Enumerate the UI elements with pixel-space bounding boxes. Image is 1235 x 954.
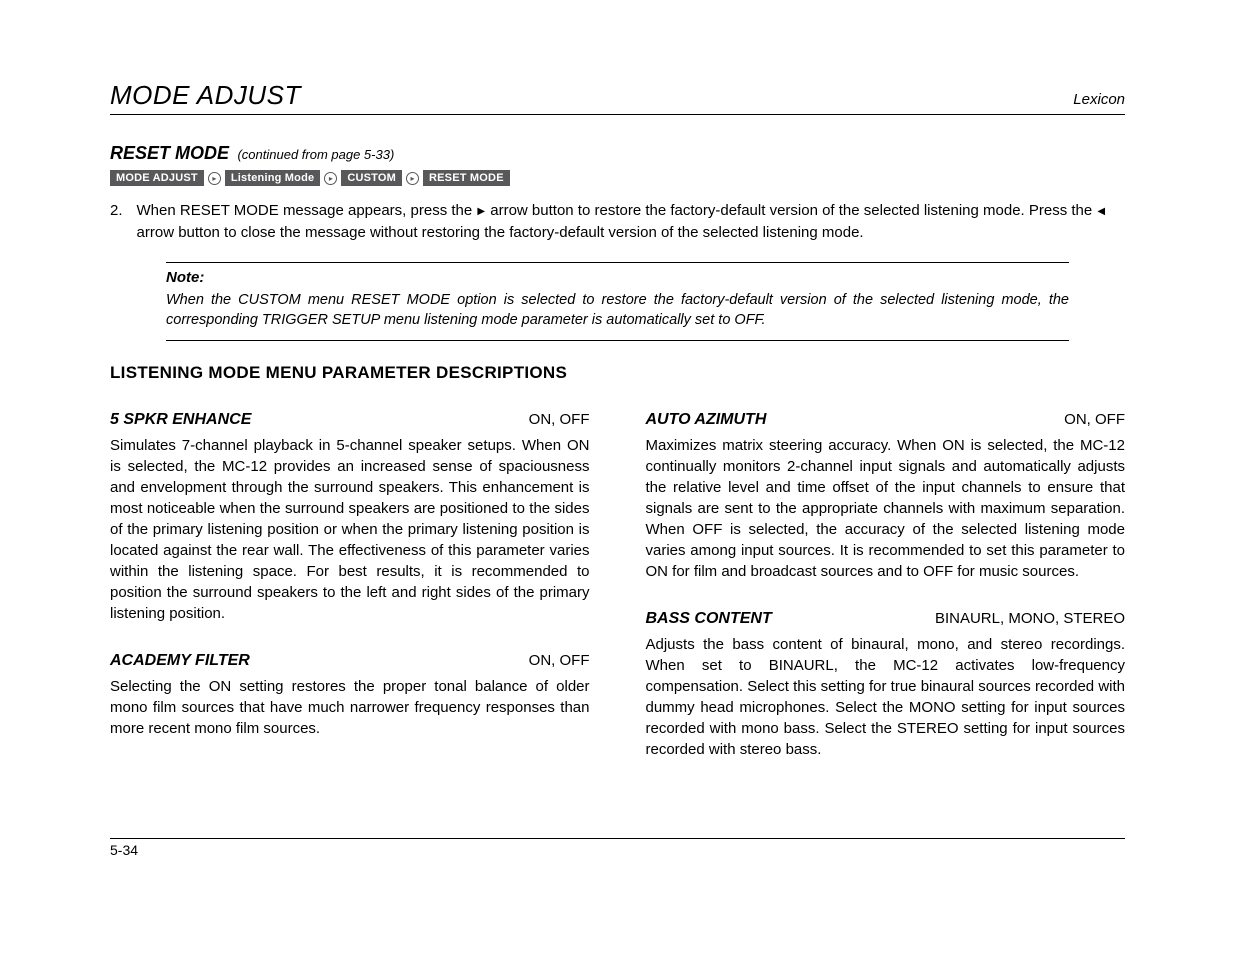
page-title: MODE ADJUST <box>110 80 301 111</box>
step-text-c: arrow button to close the message withou… <box>137 224 864 241</box>
continued-label: (continued from page 5-33) <box>237 147 394 162</box>
page-number: 5-34 <box>110 842 138 858</box>
param-header: 5 SPKR ENHANCE ON, OFF <box>110 411 590 429</box>
param-body: Maximizes matrix steering accuracy. When… <box>646 435 1126 582</box>
param-body: Simulates 7-channel playback in 5-channe… <box>110 435 590 624</box>
param-values: ON, OFF <box>529 411 590 428</box>
numbered-step: 2. When RESET MODE message appears, pres… <box>110 200 1125 244</box>
breadcrumb-item: Listening Mode <box>225 170 320 186</box>
right-column: AUTO AZIMUTH ON, OFF Maximizes matrix st… <box>646 411 1126 788</box>
left-column: 5 SPKR ENHANCE ON, OFF Simulates 7-chann… <box>110 411 590 788</box>
section-heading: LISTENING MODE MENU PARAMETER DESCRIPTIO… <box>110 363 1125 383</box>
param-values: ON, OFF <box>529 652 590 669</box>
step-text-a: When RESET MODE message appears, press t… <box>137 202 477 219</box>
page-footer: 5-34 <box>110 838 1125 858</box>
two-column-layout: 5 SPKR ENHANCE ON, OFF Simulates 7-chann… <box>110 411 1125 788</box>
param-values: BINAURL, MONO, STEREO <box>935 610 1125 627</box>
note-body: When the CUSTOM menu RESET MODE option i… <box>166 290 1069 331</box>
step-number: 2. <box>110 200 123 244</box>
step-text-b: arrow button to restore the factory-defa… <box>486 202 1096 219</box>
param-header: ACADEMY FILTER ON, OFF <box>110 652 590 670</box>
page-header: MODE ADJUST Lexicon <box>110 80 1125 115</box>
note-block: Note: When the CUSTOM menu RESET MODE op… <box>166 262 1069 342</box>
chevron-right-icon: ▸ <box>406 172 419 185</box>
left-arrow-icon: ◀ <box>1096 206 1106 217</box>
breadcrumb-item: MODE ADJUST <box>110 170 204 186</box>
param-body: Adjusts the bass content of binaural, mo… <box>646 634 1126 760</box>
param-bass-content: BASS CONTENT BINAURL, MONO, STEREO Adjus… <box>646 610 1126 760</box>
param-5spkr-enhance: 5 SPKR ENHANCE ON, OFF Simulates 7-chann… <box>110 411 590 624</box>
right-arrow-icon: ▶ <box>476 206 486 217</box>
param-name: BASS CONTENT <box>646 610 772 628</box>
chevron-right-icon: ▸ <box>208 172 221 185</box>
param-auto-azimuth: AUTO AZIMUTH ON, OFF Maximizes matrix st… <box>646 411 1126 582</box>
param-header: BASS CONTENT BINAURL, MONO, STEREO <box>646 610 1126 628</box>
step-text: When RESET MODE message appears, press t… <box>137 200 1125 244</box>
param-body: Selecting the ON setting restores the pr… <box>110 676 590 739</box>
breadcrumb: MODE ADJUST ▸ Listening Mode ▸ CUSTOM ▸ … <box>110 170 1125 186</box>
note-label: Note: <box>166 269 1069 286</box>
breadcrumb-item: CUSTOM <box>341 170 402 186</box>
param-name: 5 SPKR ENHANCE <box>110 411 251 429</box>
section-heading: RESET MODE (continued from page 5-33) <box>110 143 1125 164</box>
param-academy-filter: ACADEMY FILTER ON, OFF Selecting the ON … <box>110 652 590 739</box>
param-values: ON, OFF <box>1064 411 1125 428</box>
param-name: ACADEMY FILTER <box>110 652 250 670</box>
param-name: AUTO AZIMUTH <box>646 411 767 429</box>
param-header: AUTO AZIMUTH ON, OFF <box>646 411 1126 429</box>
reset-mode-title: RESET MODE <box>110 143 229 163</box>
breadcrumb-item: RESET MODE <box>423 170 510 186</box>
brand-label: Lexicon <box>1073 91 1125 108</box>
chevron-right-icon: ▸ <box>324 172 337 185</box>
